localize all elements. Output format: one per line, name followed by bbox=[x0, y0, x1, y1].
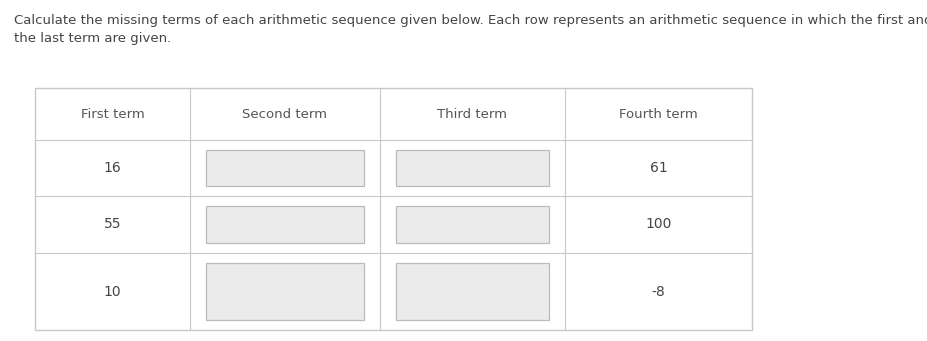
Text: 55: 55 bbox=[104, 218, 121, 232]
Bar bbox=[35, 88, 751, 330]
Text: 10: 10 bbox=[104, 284, 121, 298]
Bar bbox=[396, 150, 549, 186]
Text: First term: First term bbox=[81, 107, 145, 120]
Bar bbox=[206, 263, 363, 320]
Bar bbox=[396, 206, 549, 243]
Text: 100: 100 bbox=[644, 218, 671, 232]
Text: Fourth term: Fourth term bbox=[618, 107, 697, 120]
Bar bbox=[206, 206, 363, 243]
Bar bbox=[396, 263, 549, 320]
Text: Second term: Second term bbox=[242, 107, 327, 120]
Text: 16: 16 bbox=[104, 161, 121, 175]
Text: 61: 61 bbox=[649, 161, 667, 175]
Text: Calculate the missing terms of each arithmetic sequence given below. Each row re: Calculate the missing terms of each arit… bbox=[14, 14, 927, 45]
Text: -8: -8 bbox=[651, 284, 665, 298]
Bar bbox=[206, 150, 363, 186]
Text: Third term: Third term bbox=[437, 107, 507, 120]
